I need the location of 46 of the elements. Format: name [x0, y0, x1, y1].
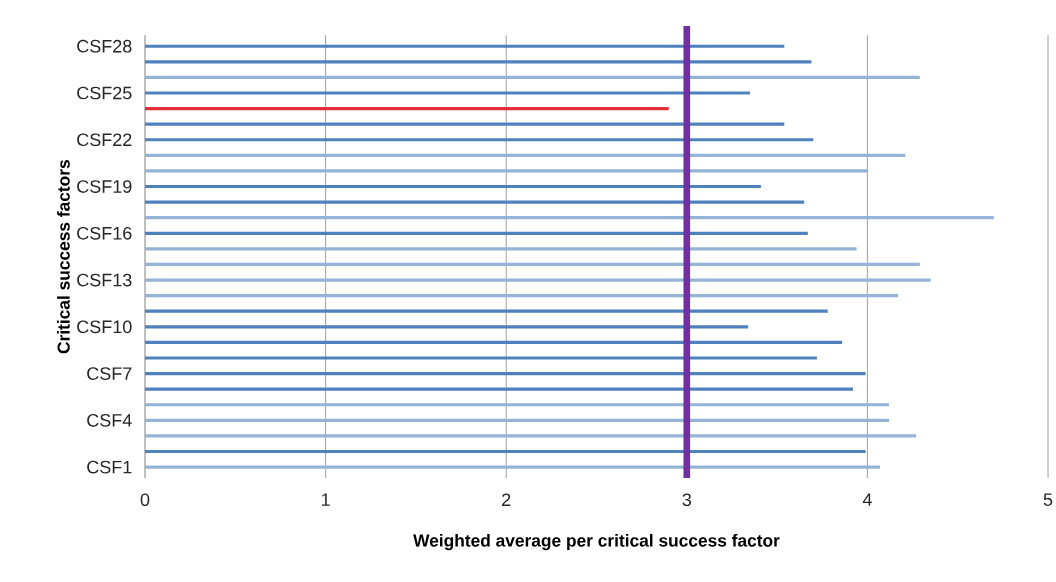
x-tick-label: 4	[862, 493, 872, 506]
bar	[145, 247, 857, 251]
x-tick-label: 5	[1043, 493, 1053, 506]
bar	[145, 153, 906, 157]
bar	[145, 294, 899, 298]
y-tick-label: CSF1	[87, 460, 132, 474]
bar	[145, 356, 817, 360]
y-tick-label: CSF28	[77, 39, 132, 53]
y-tick-label: CSF25	[77, 86, 132, 100]
y-axis-title: Critical success factors	[57, 160, 70, 354]
y-tick-label: CSF22	[77, 133, 132, 147]
x-tick-label: 3	[682, 493, 692, 507]
bar	[145, 122, 785, 126]
bar	[145, 200, 805, 204]
y-tick-label: CSF16	[77, 226, 132, 240]
x-axis-title: Weighted average per critical success factor	[413, 533, 780, 551]
bar	[145, 434, 917, 438]
bar	[145, 403, 890, 407]
bar	[145, 262, 920, 267]
bar	[145, 75, 920, 80]
bar	[145, 309, 828, 313]
x-tick-label: 1	[321, 493, 330, 506]
bar	[145, 44, 785, 48]
bar	[145, 340, 843, 344]
bar	[145, 231, 808, 235]
y-tick-label: CSF4	[87, 413, 132, 427]
bar	[145, 60, 812, 64]
bar	[145, 371, 866, 376]
bar	[145, 91, 751, 95]
bar	[145, 387, 853, 391]
bar	[145, 325, 749, 329]
bar	[145, 216, 994, 220]
bar	[145, 138, 814, 142]
bar	[145, 169, 868, 173]
x-tick-label: 2	[502, 493, 511, 506]
bar	[145, 449, 866, 454]
y-tick-label: CSF13	[77, 273, 132, 287]
bar	[145, 106, 669, 111]
bar	[145, 418, 890, 422]
y-tick-label: CSF19	[77, 180, 132, 193]
bar	[145, 465, 881, 469]
bar	[145, 184, 761, 189]
y-tick-label: CSF10	[77, 320, 132, 334]
y-tick-label: CSF7	[87, 367, 132, 380]
bar	[145, 278, 931, 282]
x-tick-label: 0	[140, 493, 150, 507]
